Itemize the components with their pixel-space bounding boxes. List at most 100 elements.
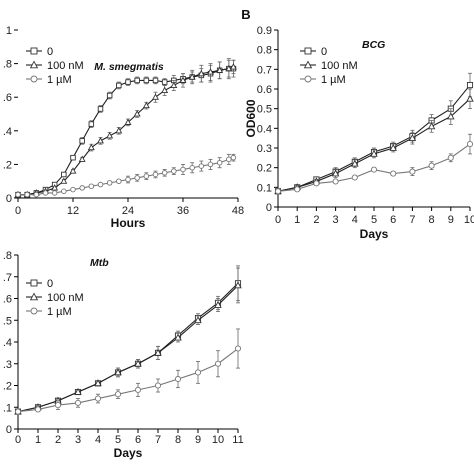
data-point [409, 168, 416, 175]
x-tick-label: 12 [67, 205, 79, 217]
legend-marker [29, 292, 39, 301]
data-point [207, 68, 214, 75]
data-point [313, 180, 320, 187]
y-tick-label: 0 [266, 202, 272, 214]
legend-label: 0 [47, 278, 53, 290]
data-point [194, 369, 202, 376]
data-point [33, 191, 40, 198]
x-tick-label: 48 [232, 205, 244, 217]
data-point [370, 149, 378, 157]
x-tick-label: 10 [464, 214, 474, 226]
series-triangle [274, 88, 474, 195]
data-point [115, 126, 123, 134]
y-tick-label: 0.6 [257, 84, 272, 96]
legend-item: 0 [300, 46, 327, 58]
y-tick-label: .3 [3, 359, 12, 371]
y-tick-label: .6 [3, 294, 12, 306]
chart-panel-a: 0 12 24 36 48 0 .2 .4 .6 .8 1 Hours M. smegmatis 0 100… [3, 25, 244, 230]
data-point [274, 188, 282, 195]
data-point [214, 360, 222, 367]
legend-label: 100 nM [47, 292, 84, 304]
data-point [188, 73, 196, 80]
data-point [88, 121, 95, 127]
data-point [294, 186, 301, 193]
x-tick-label: 4 [95, 434, 101, 446]
data-point [234, 345, 242, 352]
data-point [134, 175, 140, 181]
chart-panel-c: 0 1 2 3 4 5 6 7 8 9 10 11 0 .1 .2 .3 .4 .5 .6 .7 .8 Days Mtb 0 1… [3, 250, 244, 460]
data-point [124, 118, 132, 125]
series-line [277, 98, 471, 192]
y-tick-label: .8 [3, 250, 12, 262]
data-point [15, 191, 21, 198]
data-point [234, 281, 242, 289]
data-point [466, 141, 474, 148]
series-circle [274, 133, 474, 195]
legend: 0 100 nM 1 µM [26, 278, 84, 318]
x-tick-label: 6 [390, 214, 396, 226]
y-tick-label: .5 [3, 315, 12, 327]
data-point [60, 177, 68, 184]
data-point [116, 82, 122, 89]
legend-item: 100 nM [26, 292, 84, 304]
data-point [106, 131, 114, 139]
legend-item: 1 µM [26, 306, 72, 318]
data-point [133, 110, 141, 117]
data-point [74, 399, 82, 406]
chart-title: Mtb [90, 257, 109, 269]
data-point [61, 171, 67, 178]
legend-marker [30, 47, 38, 55]
data-point [51, 184, 59, 191]
y-tick-label: .8 [3, 59, 12, 71]
x-tick-label: 9 [448, 214, 454, 226]
x-tick-label: 4 [352, 214, 358, 226]
data-point [174, 333, 182, 341]
series-line [18, 66, 234, 196]
x-tick-label: 7 [155, 434, 161, 446]
legend-item: 100 nM [300, 60, 358, 72]
legend-marker [304, 75, 312, 83]
data-point [226, 156, 232, 163]
x-tick-label: 0 [275, 214, 281, 226]
chart-panel-b: 0 1 2 3 4 5 6 7 8 9 10 0 0.1 0.2 0.3 0.4 0.5 0.6 0.7 0.8 0.9… [241, 7, 474, 241]
x-axis-label: Days [114, 446, 143, 460]
data-point [214, 300, 222, 308]
x-tick-label: 3 [75, 434, 81, 446]
data-point [161, 170, 168, 176]
legend-marker [30, 307, 38, 315]
legend-item: 0 [26, 278, 53, 290]
data-point [230, 154, 237, 161]
data-point [198, 163, 205, 169]
data-point [78, 155, 86, 162]
data-point [216, 66, 224, 73]
y-tick-label: .2 [3, 159, 12, 171]
y-axis-label: OD600 [244, 99, 258, 137]
data-point [161, 86, 169, 94]
x-tick-label: 10 [212, 434, 224, 446]
y-tick-label: 0.7 [257, 64, 272, 76]
legend-label: 0 [47, 46, 53, 58]
y-tick-label: 0.4 [257, 123, 272, 135]
legend-marker [30, 75, 38, 83]
data-point [70, 154, 76, 161]
data-point [42, 190, 49, 196]
series-line [17, 348, 239, 413]
series-line [17, 285, 239, 413]
x-tick-label: 1 [35, 434, 41, 446]
y-tick-label: .7 [3, 272, 12, 284]
x-tick-label: 6 [135, 434, 141, 446]
data-point [106, 180, 113, 186]
legend-label: 1 µM [47, 74, 72, 86]
data-point [97, 106, 104, 112]
data-point [34, 406, 42, 413]
data-point [390, 170, 397, 177]
y-tick-label: .6 [3, 92, 12, 104]
x-tick-label: 7 [409, 214, 415, 226]
legend: 0 100 nM 1 µM [300, 46, 358, 86]
series-square [274, 72, 474, 195]
y-tick-label: 1 [6, 25, 12, 37]
data-point [351, 159, 359, 167]
legend-marker [304, 47, 312, 55]
data-point [61, 188, 67, 195]
y-tick-label: .4 [3, 126, 12, 138]
